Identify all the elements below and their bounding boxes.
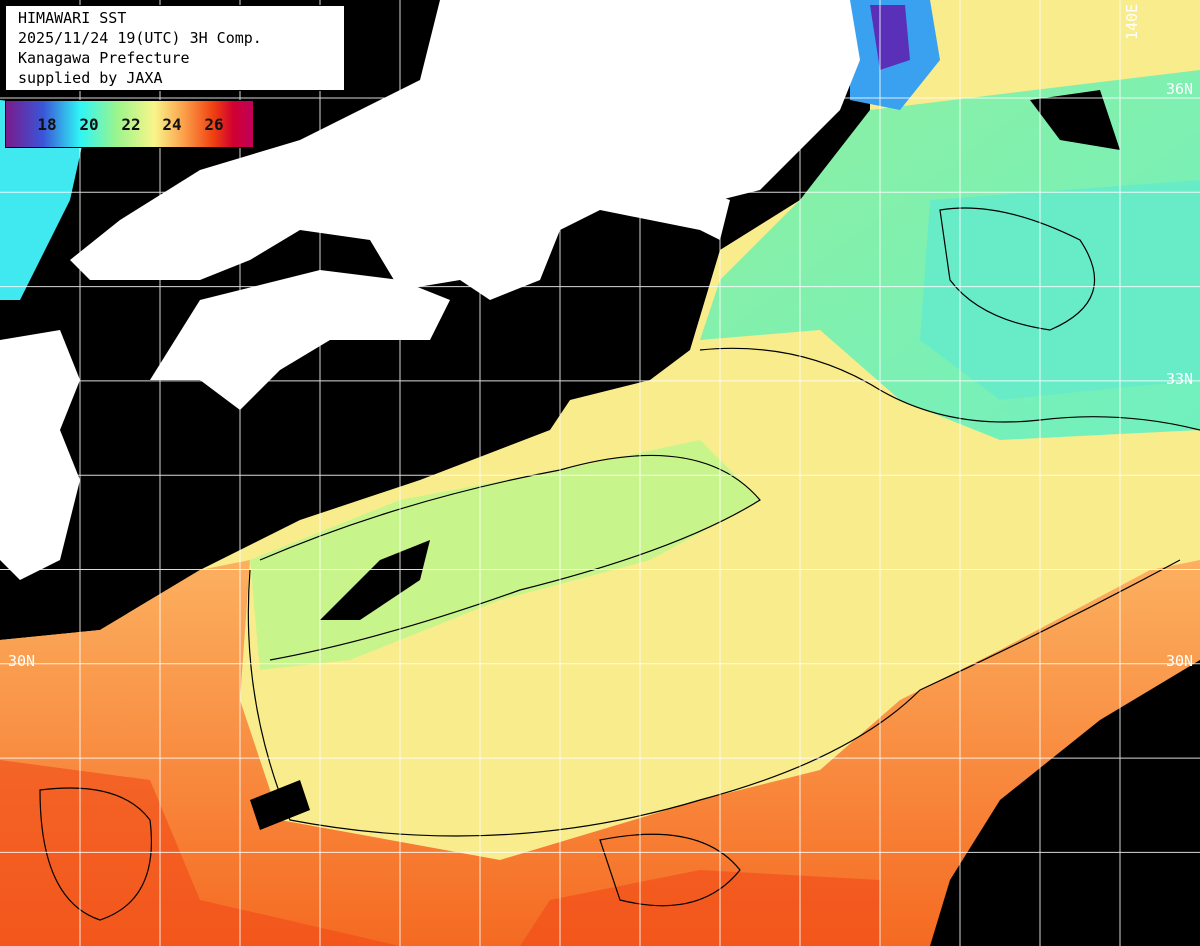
contour-24 xyxy=(247,559,1181,837)
ocean-cyan-west xyxy=(0,100,90,300)
lat-label-30n-west: 30N xyxy=(8,652,36,670)
cloud-patch xyxy=(250,780,310,830)
colorbar-tick: 24 xyxy=(162,115,182,134)
colorbar-tick: 26 xyxy=(204,115,224,134)
lat-label-33n-east: 33N xyxy=(1166,370,1194,388)
title-box: HIMAWARI SST 2025/11/24 19(UTC) 3H Comp.… xyxy=(5,5,345,91)
cloud-patch xyxy=(320,540,430,620)
ocean-cool-cyan xyxy=(920,180,1200,400)
title-datetime: 2025/11/24 19(UTC) 3H Comp. xyxy=(18,29,262,47)
title-credit: supplied by JAXA xyxy=(18,69,163,87)
title-provider-prefecture: Kanagawa Prefecture xyxy=(18,49,190,67)
lat-label-33n-west: 33N xyxy=(8,370,36,388)
ocean-red-band xyxy=(0,760,880,946)
ocean-green-band xyxy=(250,440,760,670)
colorbar-tick: 18 xyxy=(37,115,57,134)
cloud-patch xyxy=(930,660,1200,946)
lon-label-135e: 135E xyxy=(483,3,501,40)
land-honshu xyxy=(70,0,860,300)
title-product: HIMAWARI SST xyxy=(18,9,127,27)
contour-25 xyxy=(599,833,741,907)
lat-label-30n-east: 30N xyxy=(1166,652,1194,670)
lat-label-36n: 36N xyxy=(1166,80,1194,98)
contour-25 xyxy=(39,787,152,921)
color-scale-legend: 18 20 22 24 26 xyxy=(5,100,254,148)
cloud-patch xyxy=(1030,90,1120,150)
contour-lines xyxy=(39,207,1200,921)
colorbar-tick: 22 xyxy=(121,115,141,134)
land-shikoku xyxy=(150,270,450,410)
contour-23 xyxy=(699,347,1200,431)
contour-21 xyxy=(939,207,1096,331)
land-kyushu xyxy=(0,330,80,580)
lon-label-140e: 140E xyxy=(1123,3,1141,40)
land-izu xyxy=(700,190,730,240)
ocean-warm-orange xyxy=(0,560,1200,946)
contour-23 xyxy=(259,454,761,661)
colorbar-tick: 20 xyxy=(79,115,99,134)
